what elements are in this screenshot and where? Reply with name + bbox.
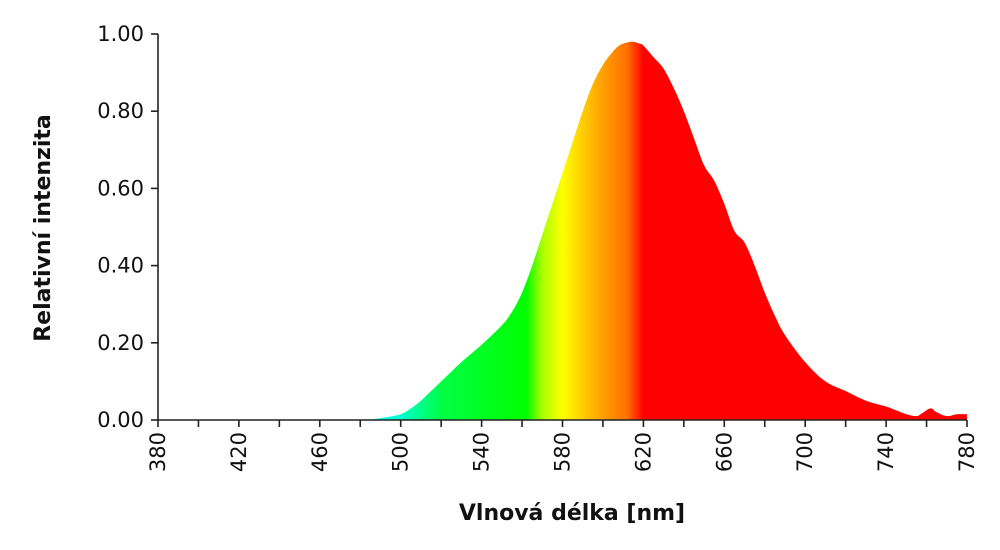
y-tick-label: 1.00 — [97, 22, 144, 46]
x-tick-label: 420 — [227, 432, 251, 472]
plot-area — [158, 41, 967, 420]
y-tick-label: 0.60 — [97, 176, 144, 200]
x-tick-label: 780 — [955, 432, 979, 472]
x-tick-label: 700 — [793, 432, 817, 472]
y-tick-label: 0.80 — [97, 99, 144, 123]
x-tick-label: 460 — [308, 432, 332, 472]
x-tick-label: 620 — [631, 432, 655, 472]
x-axis-ticks: 380 420 460 500 540 580 620 660 700 740 780 — [146, 420, 979, 472]
x-tick-label: 380 — [146, 432, 170, 472]
y-axis-title: Relativní intenzita — [31, 114, 56, 342]
x-tick-label: 500 — [389, 432, 413, 472]
x-tick-label: 660 — [712, 432, 736, 472]
y-tick-label: 0.40 — [97, 254, 144, 278]
x-tick-label: 580 — [551, 432, 575, 472]
x-tick-label: 740 — [874, 432, 898, 472]
y-tick-label: 0.00 — [97, 408, 144, 432]
spectrum-area — [158, 41, 967, 420]
x-axis-title: Vlnová délka [nm] — [459, 501, 685, 526]
y-tick-label: 0.20 — [97, 331, 144, 355]
x-tick-label: 540 — [470, 432, 494, 472]
y-axis-ticks: 0.00 0.20 0.40 0.60 0.80 1.00 — [97, 22, 158, 432]
